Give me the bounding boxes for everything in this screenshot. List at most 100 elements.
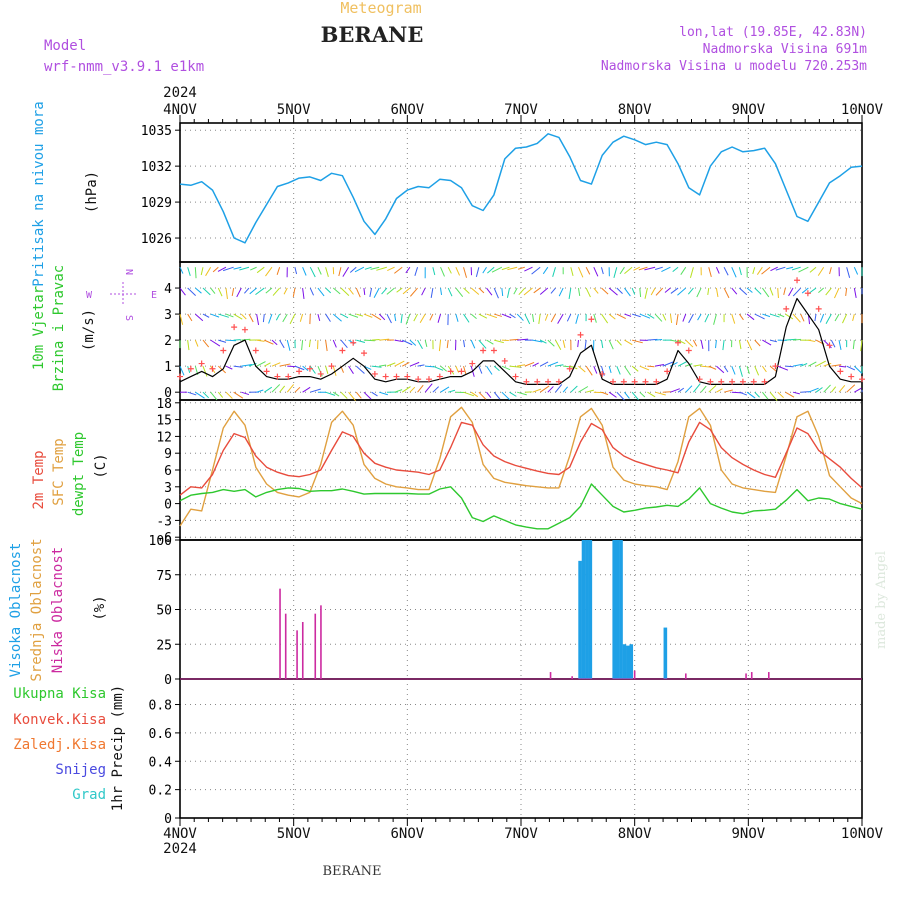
compass-e: E xyxy=(151,290,157,301)
wind-gust-marker xyxy=(209,365,216,372)
year-top: 2024 xyxy=(163,85,197,101)
wind-gust-marker xyxy=(750,378,757,385)
wind-arrow xyxy=(555,339,562,350)
wind-arrow xyxy=(325,366,329,374)
wind-arrow xyxy=(205,266,212,277)
wind-arrow xyxy=(470,391,479,398)
wind-arrow xyxy=(562,386,569,393)
y-tick-label: 0.2 xyxy=(149,784,172,799)
wind-arrow xyxy=(808,339,816,343)
wind-arrow xyxy=(631,365,639,372)
wind-arrow xyxy=(731,267,737,278)
cloud-low-label: Niska Oblacnost xyxy=(50,547,66,673)
wind-arrow xyxy=(593,287,599,294)
wind-arrow xyxy=(624,365,632,376)
wind-arrow xyxy=(440,267,445,277)
wind-arrow xyxy=(823,384,831,393)
wind-arrow xyxy=(463,267,468,278)
wind-gust-marker xyxy=(306,365,313,372)
wind-arrow xyxy=(265,287,273,294)
wind-arrow xyxy=(647,365,655,368)
wind-arrow xyxy=(769,391,778,401)
wind-arrow xyxy=(670,287,679,294)
wind-gust-marker xyxy=(534,378,541,385)
wind-gust-marker xyxy=(545,378,552,385)
y-tick-label: 0 xyxy=(164,812,172,827)
wind-arrow xyxy=(562,340,566,349)
wind-arrow xyxy=(225,391,233,399)
wind-arrow xyxy=(195,287,202,294)
wind-arrow xyxy=(463,313,470,323)
wind-arrow xyxy=(524,362,535,367)
wind-arrow xyxy=(387,266,395,272)
wind-arrow xyxy=(405,313,411,325)
wind-arrow xyxy=(217,266,227,272)
wind-arrow xyxy=(825,287,832,296)
wind-gust-marker xyxy=(393,373,400,380)
wind-arrow xyxy=(455,313,459,322)
wind-arrow xyxy=(823,339,832,349)
wind-arrow xyxy=(547,386,554,393)
wind-arrow xyxy=(294,386,301,393)
wind-arrow xyxy=(586,389,594,393)
wind-arrow xyxy=(655,338,663,341)
wind-arrow xyxy=(202,391,210,399)
wind-arrow xyxy=(853,267,859,275)
wind-gust-marker xyxy=(350,339,357,346)
model-elevation: Nadmorska Visina u modelu 720.253m xyxy=(601,59,867,74)
wind-arrow xyxy=(363,313,373,318)
wind-arrow xyxy=(723,365,729,373)
wind-arrow xyxy=(555,364,564,367)
wind-arrow xyxy=(639,313,651,319)
wind-gust-marker xyxy=(577,331,584,338)
wind-arrow xyxy=(325,267,329,277)
precip-legend-total: Ukupna Kisa xyxy=(13,686,106,702)
wind-arrow xyxy=(756,266,763,275)
wind-arrow xyxy=(639,391,646,398)
wind-arrow xyxy=(440,287,443,296)
wind-gust-marker xyxy=(783,305,790,312)
wind-arrow xyxy=(233,365,243,368)
temp-unit: (C) xyxy=(93,453,109,478)
wind-arrow xyxy=(202,313,210,318)
wind-arrow xyxy=(202,339,210,348)
wind-arrow xyxy=(539,339,547,344)
wind-arrow xyxy=(371,313,382,321)
wind-arrow xyxy=(501,313,512,319)
wind-arrow xyxy=(785,365,794,368)
wind-arrow xyxy=(491,266,503,273)
wind-arrow xyxy=(761,391,769,400)
wind-gust-marker xyxy=(220,347,227,354)
wind-arrow xyxy=(544,313,549,321)
wind-arrow xyxy=(194,339,199,347)
wind-arrow xyxy=(355,391,362,399)
wind-arrow xyxy=(754,339,761,347)
wind-arrow xyxy=(241,364,253,367)
wind-arrow xyxy=(616,339,622,346)
wind-arrow xyxy=(838,384,846,393)
wind-arrow xyxy=(531,266,541,275)
wind-arrow xyxy=(746,391,756,399)
wind-arrow xyxy=(470,287,480,295)
wind-arrow xyxy=(532,339,543,343)
wind-arrow xyxy=(424,383,433,393)
wind-arrow xyxy=(401,361,410,367)
wind-arrow xyxy=(846,365,856,371)
wind-arrow xyxy=(394,339,404,343)
wind-arrow xyxy=(394,266,403,274)
wind-arrow xyxy=(662,313,667,321)
cloud-high-bar xyxy=(612,540,617,679)
wind-arrow xyxy=(348,287,354,295)
wind-arrow xyxy=(846,267,851,278)
wind-arrow xyxy=(271,339,278,346)
wind-arrow xyxy=(600,267,604,275)
cloud-high-bar xyxy=(615,540,620,679)
precip-legend-convective: Konvek.Kisa xyxy=(13,712,106,728)
precip-legend-snow: Snijeg xyxy=(55,762,106,778)
wind-gust-marker xyxy=(415,376,422,383)
wind-arrow xyxy=(302,386,311,393)
wind-arrow xyxy=(792,338,802,341)
x-tick-label-top: 5NOV xyxy=(277,102,311,118)
wind-arrow xyxy=(685,339,694,348)
wind-arrow xyxy=(338,267,342,277)
